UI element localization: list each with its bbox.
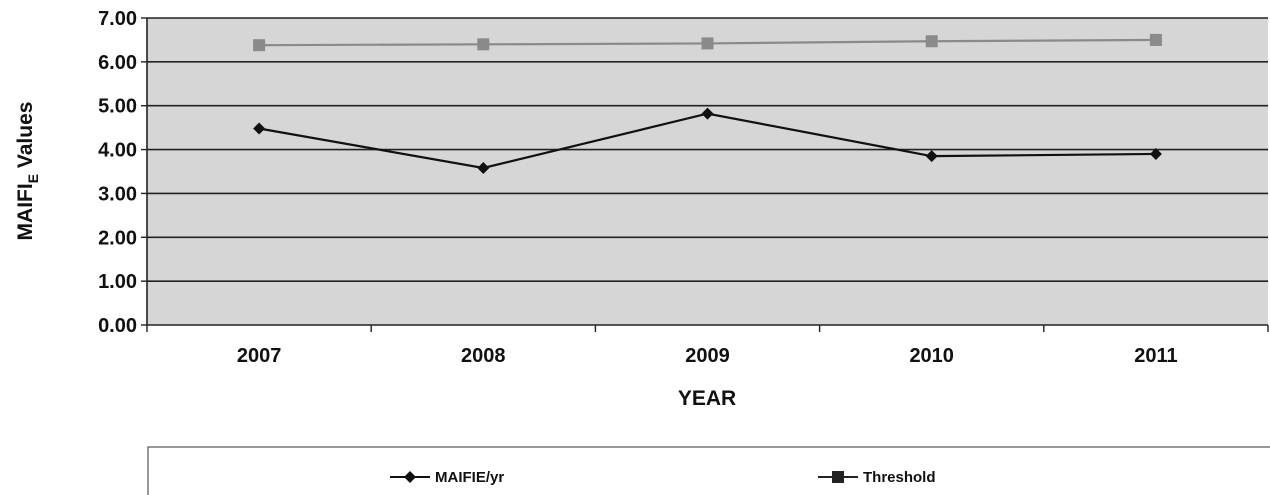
y-tick-label: 6.00 [98,52,137,74]
legend-label-threshold: Threshold [863,469,936,486]
y-tick-label: 7.00 [98,8,137,30]
legend-box [147,446,1270,495]
legend-label-maifie-yr: MAIFIE/yr [435,469,504,486]
y-tick-labels: 0.00 1.00 2.00 3.00 4.00 5.00 6.00 7.00 [98,8,137,337]
x-tick-label: 2010 [909,345,954,367]
data-point-maifie-yr [925,150,938,163]
x-tick-label: 2008 [461,345,506,367]
data-point-maifie-yr [701,107,714,120]
y-tick-label: 3.00 [98,183,137,205]
data-point-maifie-yr [477,161,490,174]
data-point-maifie-yr [1149,147,1162,160]
data-point-threshold [701,37,714,50]
y-tick-label: 5.00 [98,96,137,118]
y-tick-label: 1.00 [98,271,137,293]
gridlines [147,17,1268,282]
y-axis-title-subscript: E [25,174,41,183]
x-axis-title: YEAR [678,387,736,410]
data-point-threshold [477,38,490,51]
data-point-threshold [253,39,266,52]
axes [141,17,1269,332]
y-axis-title-tail: Values [14,102,37,174]
data-point-maifie-yr [253,122,266,135]
x-tick-label: 2007 [237,345,282,367]
legend-marker-threshold [832,471,844,483]
legend: MAIFIE/yr Threshold [390,469,936,486]
x-tick-label: 2011 [1134,345,1177,367]
data-point-threshold [925,35,938,48]
y-tick-label: 2.00 [98,227,137,249]
x-tick-labels: 2007 2008 2009 2010 2011 [237,345,1178,367]
plot-area [147,18,1268,325]
y-tick-label: 4.00 [98,140,137,162]
x-tick-label: 2009 [685,345,730,367]
series-layer [253,33,1162,174]
legend-marker-maifie-yr [404,471,416,483]
y-axis-title-main: MAIFI [14,183,37,240]
y-axis-title: MAIFIE Values [14,102,41,241]
y-tick-label: 0.00 [98,315,137,337]
data-point-threshold [1149,33,1162,46]
